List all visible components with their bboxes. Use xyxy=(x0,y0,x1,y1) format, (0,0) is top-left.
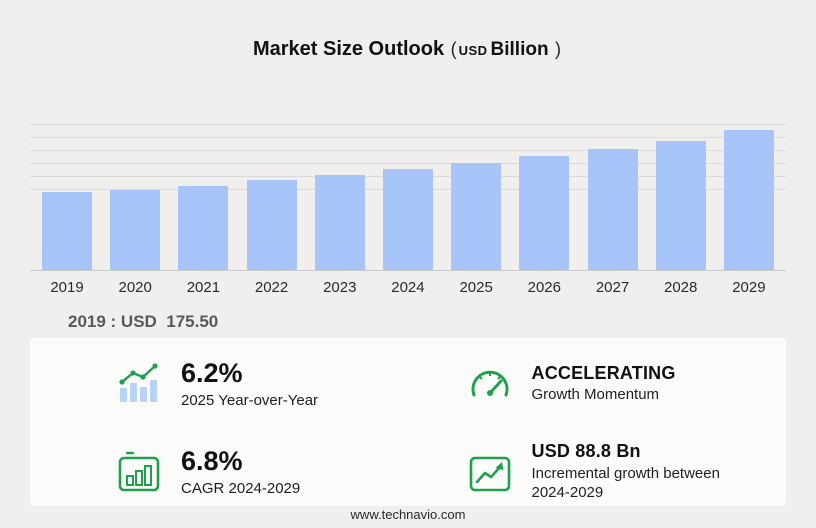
x-axis-label-2021: 2021 xyxy=(186,279,221,296)
title-paren-open: ( xyxy=(450,39,457,59)
bar-2027 xyxy=(587,149,638,270)
x-axis-label-2029: 2029 xyxy=(732,279,766,296)
title-currency: USD xyxy=(458,43,488,58)
stat-cagr: 6.8% CAGR 2024-2029 xyxy=(115,446,426,499)
bar-2023 xyxy=(314,175,365,270)
bar-trend-icon xyxy=(115,362,163,406)
stat-incremental: USD 88.8 Bn Incremental growth between 2… xyxy=(466,441,747,502)
bar-2026 xyxy=(519,156,570,270)
x-axis-label-2028: 2028 xyxy=(664,279,698,296)
stat-label-yoy: 2025 Year-over-Year xyxy=(181,391,319,409)
bar-2024 xyxy=(382,169,433,270)
stat-value-momentum: ACCELERATING xyxy=(531,362,676,383)
stats-panel: 6.2% 2025 Year-over-Year ACCELERATING Gr… xyxy=(30,338,786,506)
market-size-chart: 2019 2020 2021 2022 2023 2024 2025 2026 2027 2028… xyxy=(30,124,786,296)
x-axis-label-2026: 2026 xyxy=(527,279,561,296)
speedometer-icon xyxy=(466,362,514,406)
website-url: www.technavio.com xyxy=(350,507,466,522)
bar-2022 xyxy=(246,180,297,270)
title-paren-close: ) xyxy=(555,39,562,59)
x-axis-label-2019: 2019 xyxy=(50,279,84,296)
stat-value-cagr: 6.8% xyxy=(181,445,243,476)
x-axis-label-2020: 2020 xyxy=(118,279,152,296)
chart-box-icon xyxy=(115,450,163,494)
base-year-value: 2019 : USD 175.50 xyxy=(68,312,219,331)
x-axis-label-2023: 2023 xyxy=(323,279,357,296)
page-title: Market Size Outlook (USD Billion ) xyxy=(0,38,816,61)
stat-value-yoy: 6.2% xyxy=(181,357,243,388)
bar-2021 xyxy=(178,186,229,270)
bar-2028 xyxy=(655,141,706,270)
bar-2029 xyxy=(723,130,774,270)
x-axis-label-2025: 2025 xyxy=(459,279,493,296)
bar-2020 xyxy=(110,190,161,270)
growth-box-icon xyxy=(466,450,514,494)
stat-yoy: 6.2% 2025 Year-over-Year xyxy=(115,358,426,411)
title-main: Market Size Outlook xyxy=(252,38,445,60)
title-unit: Billion xyxy=(490,39,549,60)
stat-momentum: ACCELERATING Growth Momentum xyxy=(466,362,747,406)
stat-value-incremental: USD 88.8 Bn xyxy=(531,441,641,462)
x-axis-label-2024: 2024 xyxy=(391,279,425,296)
x-axis-labels: 2019 2020 2021 2022 2023 2024 2025 2026 2027 2028… xyxy=(30,279,786,296)
bar-2019 xyxy=(42,192,92,270)
bar-2025 xyxy=(451,163,502,270)
stat-label-incremental: Incremental growth between 2024-2029 xyxy=(531,464,720,501)
x-axis-label-2022: 2022 xyxy=(254,279,289,296)
stat-label-cagr: CAGR 2024-2029 xyxy=(181,479,301,497)
plot-area xyxy=(30,124,786,271)
x-axis-label-2027: 2027 xyxy=(595,279,630,296)
stat-label-momentum: Growth Momentum xyxy=(531,386,660,404)
